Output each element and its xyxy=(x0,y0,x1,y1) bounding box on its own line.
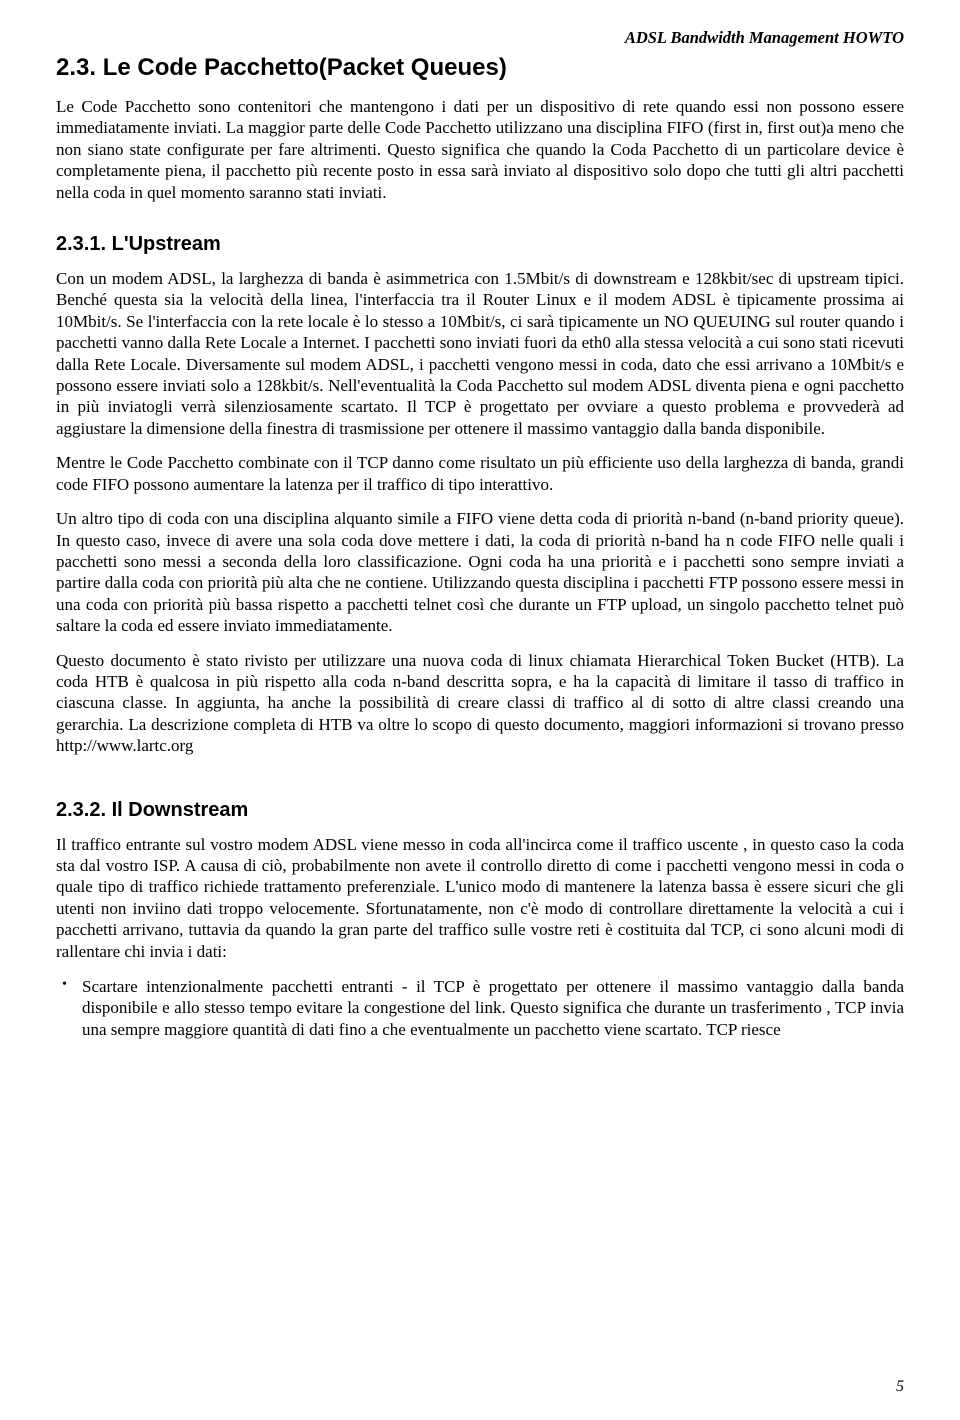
section-2-3-1-para-1: Con un modem ADSL, la larghezza di banda… xyxy=(56,268,904,439)
section-2-3-1-para-2: Mentre le Code Pacchetto combinate con i… xyxy=(56,452,904,495)
running-header: ADSL Bandwidth Management HOWTO xyxy=(56,28,904,48)
page-container: ADSL Bandwidth Management HOWTO 2.3. Le … xyxy=(0,0,960,1420)
page-number: 5 xyxy=(896,1378,904,1396)
list-item: Scartare intenzionalmente pacchetti entr… xyxy=(56,976,904,1040)
section-2-3-1-title: 2.3.1. L'Upstream xyxy=(56,233,904,256)
section-2-3-para-1: Le Code Pacchetto sono contenitori che m… xyxy=(56,96,904,203)
section-2-3-1-para-3: Un altro tipo di coda con una disciplina… xyxy=(56,508,904,636)
section-2-3-2-para-1: Il traffico entrante sul vostro modem AD… xyxy=(56,834,904,962)
section-2-3-1-para-4: Questo documento è stato rivisto per uti… xyxy=(56,650,904,757)
section-2-3-2-list: Scartare intenzionalmente pacchetti entr… xyxy=(56,976,904,1040)
section-2-3-2-title: 2.3.2. Il Downstream xyxy=(56,799,904,822)
section-2-3-title: 2.3. Le Code Pacchetto(Packet Queues) xyxy=(56,54,904,82)
